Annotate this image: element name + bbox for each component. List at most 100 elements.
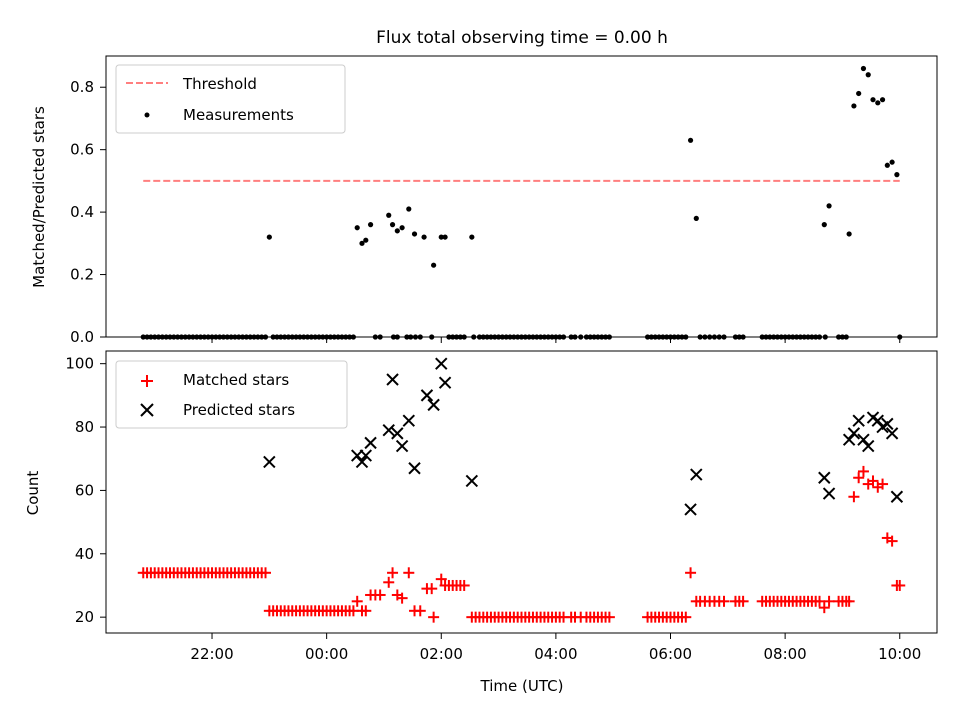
predicted-point [427,398,440,412]
matched-point [428,611,440,623]
top-panel: 0.00.20.40.60.8 Matched/Predicted stars … [30,55,938,346]
measurement-point [894,172,900,178]
matched-point [403,567,415,579]
measurement-point [865,72,871,78]
measurement-point [411,231,418,237]
measurement-point [399,225,405,231]
bottom-legend-box [115,360,348,429]
predicted-point [885,427,899,440]
predicted-point [386,373,399,386]
x-tick-label: 10:00 [878,645,921,663]
predicted-point [890,490,904,503]
predicted-point [355,455,369,469]
matched-point [383,576,395,588]
measurement-point [875,100,881,106]
predicted-point [263,455,276,469]
matched-point [360,605,372,617]
matched-point [685,567,697,579]
predicted-legend-label: Predicted stars [183,401,295,419]
measurement-point [884,162,890,168]
matched-point [877,478,889,490]
measurement-point [693,215,699,221]
predicted-point [402,414,415,427]
matched-point [603,611,615,623]
bottom-y-axis-label: Count [24,471,42,516]
matched-point [857,465,869,477]
predicted-point [420,389,434,402]
x-axis-label: Time (UTC) [480,677,564,695]
bottom-y-tick-label: 40 [75,545,94,563]
measurement-point [363,237,369,243]
measurement-point [826,203,832,209]
bottom-y-axis: 20 40 60 80 100 [65,355,106,626]
top-y-tick-label: 0.0 [70,328,94,346]
measurement-point [879,97,886,103]
measurements-legend-swatch [144,112,150,118]
bottom-plot-area [137,357,906,623]
predicted-point [391,427,404,440]
predicted-point [382,424,395,437]
measurement-point [687,137,694,143]
matched-point [458,579,470,591]
measurement-point [442,234,448,240]
bottom-x-axis: 22:00 00:00 02:00 04:00 06:00 08:00 10:00 [190,633,921,663]
measurement-point [389,222,396,228]
matched-point [853,472,865,484]
measurement-point [386,212,392,218]
predicted-point [435,357,448,370]
measurement-point [469,234,475,240]
matched-point [814,595,826,607]
x-tick-label: 06:00 [649,645,692,663]
top-y-tick-label: 0.6 [70,141,94,159]
matched-point [680,611,692,623]
matched-point [351,595,363,607]
predicted-point [408,462,421,475]
matched-point [823,595,835,607]
predicted-point [364,436,377,450]
matched-legend-swatch [141,375,153,387]
predicted-point [438,376,452,389]
measurement-point [856,90,862,97]
matched-point [843,595,855,607]
x-tick-label: 02:00 [420,645,463,663]
matched-legend-label: Matched stars [183,371,289,389]
measurement-point [421,234,427,240]
top-x-ticks [211,337,901,343]
measurement-point [851,103,857,109]
matched-point [848,491,860,503]
matched-point [718,595,730,607]
matched-point [894,579,906,591]
measurement-point [431,262,437,268]
measurement-point [870,97,876,103]
matched-point [435,573,447,585]
predicted-point [852,414,865,427]
top-legend-box [115,64,346,134]
matched-point [387,567,399,579]
top-legend: Threshold Measurements [115,64,346,134]
matched-point [396,592,408,604]
predicted-point [395,439,409,453]
bottom-y-tick-label: 20 [75,608,94,626]
predicted-point [881,417,894,431]
predicted-point [465,474,479,488]
measurement-point [406,206,412,212]
x-tick-label: 04:00 [534,645,577,663]
matched-point [260,567,272,579]
measurement-point [889,159,895,165]
predicted-point [847,427,861,440]
measurement-point [354,225,360,231]
bottom-axes-frame [105,350,938,634]
bottom-legend: Matched stars Predicted stars [115,360,348,429]
bottom-y-tick-label: 60 [75,481,94,499]
measurements-legend-label: Measurements [183,106,294,124]
x-tick-label: 08:00 [764,645,807,663]
predicted-point [684,503,697,516]
measurement-point [367,222,374,228]
measurement-point [846,231,852,237]
x-tick-label: 22:00 [190,645,233,663]
predicted-point [818,471,831,484]
top-y-axis-label: Matched/Predicted stars [30,106,48,288]
bottom-panel: 20 40 60 80 100 22:00 00:00 02:00 04:00 06:00 08:… [24,350,938,695]
matched-point [737,595,749,607]
